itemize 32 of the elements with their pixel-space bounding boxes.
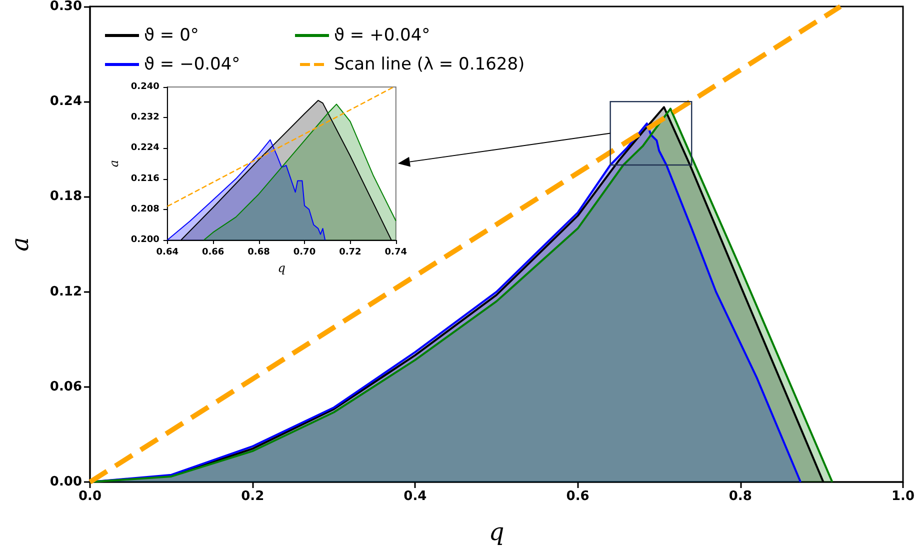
y-tick-label: 0.18 (50, 189, 82, 204)
y-axis-title: a (6, 237, 34, 252)
y-tick-label: 0.216 (130, 174, 160, 184)
legend-label: Scan line (λ = 0.1628) (334, 54, 525, 74)
y-tick-label: 0.12 (50, 284, 82, 300)
legend-label: ϑ = −0.04° (144, 54, 240, 74)
y-tick-label: 0.224 (130, 143, 160, 154)
y-tick-label: 0.00 (50, 474, 82, 490)
x-tick-label: 0.70 (293, 248, 316, 258)
x-tick-label: 0.4 (404, 489, 427, 504)
y-tick-label: 0.30 (50, 0, 82, 14)
y-axis-title: a (107, 160, 121, 168)
legend-label: ϑ = 0° (144, 26, 199, 46)
y-tick-label: 0.208 (130, 204, 160, 214)
y-tick-label: 0.24 (50, 94, 82, 110)
x-tick-label: 0.2 (241, 489, 264, 504)
legend-label: ϑ = +0.04° (334, 26, 430, 46)
y-tick-label: 0.200 (130, 235, 160, 245)
x-tick-label: 0.0 (78, 489, 102, 504)
x-tick-label: 0.72 (339, 248, 362, 258)
x-tick-label: 0.68 (248, 248, 270, 258)
y-tick-label: 0.232 (130, 112, 160, 123)
x-tick-label: 0.74 (384, 248, 408, 258)
x-tick-label: 1.0 (891, 489, 915, 504)
x-axis-title: q (278, 261, 286, 275)
y-tick-label: 0.06 (50, 379, 82, 394)
x-tick-label: 0.66 (202, 248, 224, 258)
y-tick-label: 0.240 (130, 82, 160, 92)
x-tick-label: 0.6 (566, 489, 590, 504)
x-axis-title: q (488, 518, 504, 546)
x-tick-label: 0.64 (156, 248, 178, 258)
x-tick-label: 0.8 (728, 489, 752, 504)
